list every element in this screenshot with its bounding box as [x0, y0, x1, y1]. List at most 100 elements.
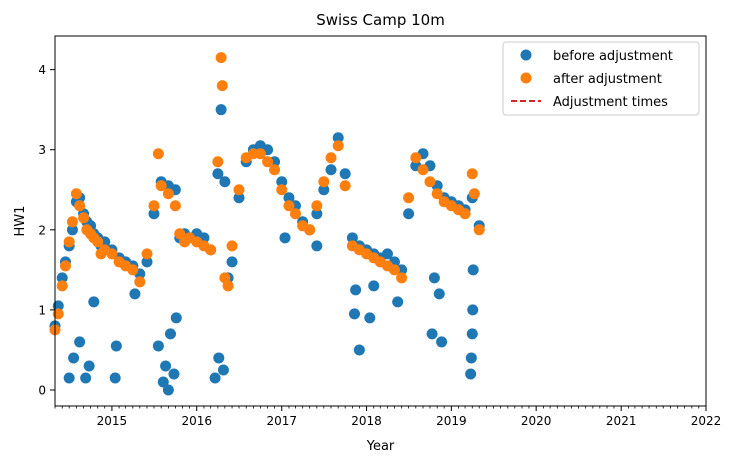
point-before-adjustment: [346, 232, 358, 244]
point-before-adjustment: [152, 340, 164, 352]
y-tick-label: 2: [38, 223, 46, 237]
point-after-adjustment: [216, 80, 228, 92]
point-before-adjustment: [353, 344, 365, 356]
point-after-adjustment: [325, 152, 337, 164]
legend-label-after: after adjustment: [553, 72, 662, 87]
point-before-adjustment: [148, 208, 160, 220]
point-after-adjustment: [276, 184, 288, 196]
point-before-adjustment: [141, 256, 153, 268]
point-after-adjustment: [63, 236, 75, 248]
x-tick-label: 2016: [181, 414, 212, 428]
legend: before adjustment after adjustment Adjus…: [502, 41, 700, 116]
point-after-adjustment: [155, 180, 167, 192]
point-before-adjustment: [279, 232, 291, 244]
point-before-adjustment: [212, 168, 224, 180]
point-before-adjustment: [164, 328, 176, 340]
point-before-adjustment: [215, 104, 227, 116]
point-after-adjustment: [174, 228, 186, 240]
point-after-adjustment: [304, 224, 316, 236]
point-before-adjustment: [63, 372, 75, 384]
point-before-adjustment: [110, 340, 122, 352]
point-before-adjustment: [381, 248, 393, 260]
point-before-adjustment: [311, 240, 323, 252]
legend-box: [502, 41, 700, 116]
point-after-adjustment: [212, 156, 224, 168]
point-after-adjustment: [215, 52, 227, 64]
point-before-adjustment: [465, 352, 477, 364]
point-before-adjustment: [68, 352, 80, 364]
y-axis: 0 1 2 3 4: [38, 63, 55, 397]
point-before-adjustment: [74, 336, 86, 348]
point-before-adjustment: [129, 288, 141, 300]
point-after-adjustment: [459, 208, 471, 220]
point-after-adjustment: [59, 260, 71, 272]
y-axis-label: HW1: [13, 206, 28, 237]
point-before-adjustment: [213, 352, 225, 364]
x-axis-label: Year: [366, 439, 395, 454]
point-after-adjustment: [424, 176, 436, 188]
x-tick-label: 2022: [691, 414, 722, 428]
legend-marker-after: [520, 72, 532, 84]
x-tick-label: 2020: [521, 414, 552, 428]
point-after-adjustment: [205, 244, 217, 256]
point-after-adjustment: [289, 208, 301, 220]
point-before-adjustment: [364, 312, 376, 324]
point-after-adjustment: [56, 280, 68, 292]
point-after-adjustment: [473, 224, 485, 236]
point-before-adjustment: [157, 376, 169, 388]
point-after-adjustment: [70, 188, 82, 200]
point-after-adjustment: [222, 280, 234, 292]
point-after-adjustment: [431, 188, 443, 200]
point-before-adjustment: [276, 176, 288, 188]
point-after-adjustment: [269, 164, 281, 176]
point-before-adjustment: [325, 164, 337, 176]
point-before-adjustment: [66, 224, 78, 236]
point-after-adjustment: [332, 140, 344, 152]
point-before-adjustment: [467, 304, 479, 316]
point-after-adjustment: [410, 152, 422, 164]
series-after-adjustment: [49, 52, 485, 336]
point-before-adjustment: [392, 296, 404, 308]
y-tick-label: 3: [38, 143, 46, 157]
point-after-adjustment: [74, 200, 86, 212]
point-before-adjustment: [318, 184, 330, 196]
point-before-adjustment: [226, 256, 238, 268]
point-after-adjustment: [318, 176, 330, 188]
point-after-adjustment: [66, 216, 78, 228]
x-tick-label: 2019: [436, 414, 467, 428]
point-after-adjustment: [468, 188, 480, 200]
point-before-adjustment: [433, 288, 445, 300]
point-after-adjustment: [134, 276, 146, 288]
y-tick-label: 4: [38, 63, 46, 77]
point-before-adjustment: [466, 328, 478, 340]
point-after-adjustment: [162, 188, 174, 200]
point-before-adjustment: [348, 308, 360, 320]
point-before-adjustment: [283, 192, 295, 204]
point-before-adjustment: [368, 280, 380, 292]
y-tick-label: 0: [38, 383, 46, 397]
point-after-adjustment: [169, 200, 181, 212]
point-before-adjustment: [88, 296, 100, 308]
point-before-adjustment: [217, 364, 229, 376]
point-before-adjustment: [219, 176, 231, 188]
point-before-adjustment: [403, 208, 415, 220]
point-before-adjustment: [109, 372, 121, 384]
point-before-adjustment: [170, 312, 182, 324]
point-after-adjustment: [78, 212, 90, 224]
point-before-adjustment: [332, 132, 344, 144]
point-before-adjustment: [465, 368, 477, 380]
x-tick-label: 2021: [606, 414, 637, 428]
point-after-adjustment: [283, 200, 295, 212]
point-after-adjustment: [233, 184, 245, 196]
point-before-adjustment: [467, 264, 479, 276]
chart-title: Swiss Camp 10m: [316, 11, 445, 29]
point-before-adjustment: [426, 328, 438, 340]
point-after-adjustment: [127, 264, 139, 276]
x-tick-label: 2018: [351, 414, 382, 428]
point-before-adjustment: [428, 272, 440, 284]
point-before-adjustment: [168, 368, 180, 380]
point-after-adjustment: [417, 164, 429, 176]
point-after-adjustment: [254, 148, 266, 160]
